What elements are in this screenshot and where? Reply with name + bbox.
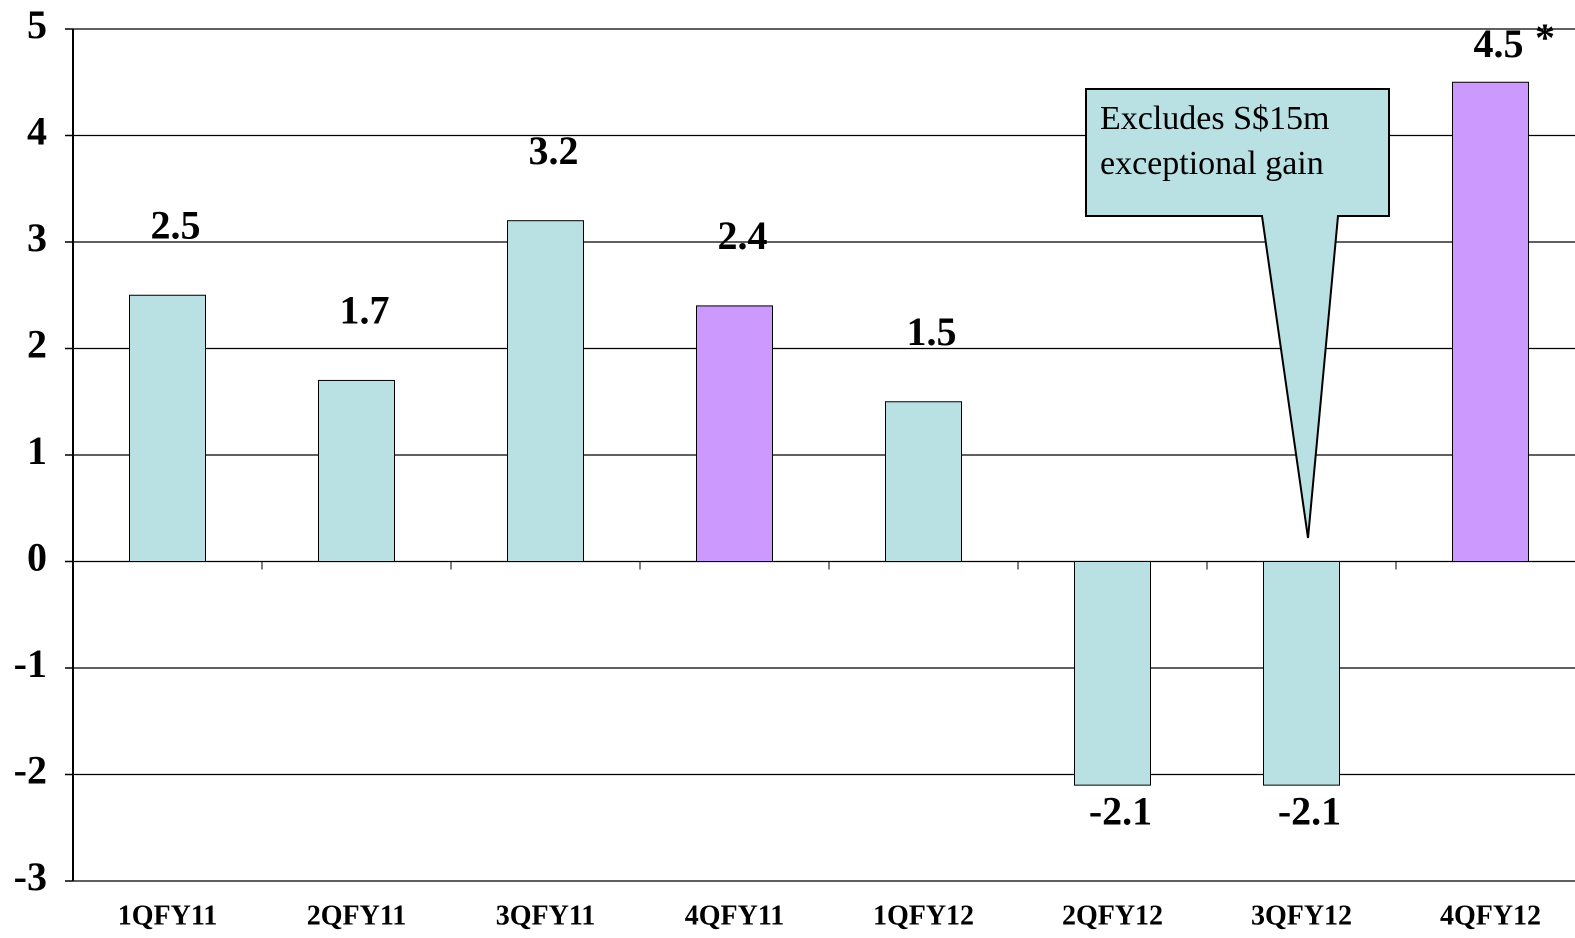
data-label: 3.2 (529, 128, 579, 173)
bar (1074, 561, 1151, 786)
y-tick-label: 4 (27, 109, 47, 154)
x-tick-label: 4QFY12 (1440, 900, 1541, 931)
callout-text: exceptional gain (1100, 145, 1324, 182)
x-tick-label: 2QFY11 (307, 900, 407, 931)
callout-box (1085, 88, 1390, 539)
y-tick-label: 5 (27, 2, 47, 47)
bar (507, 220, 584, 562)
data-label: 1.7 (340, 288, 390, 333)
x-tick-label: 1QFY11 (118, 900, 218, 931)
y-tick-label: 0 (27, 535, 47, 580)
data-label: 2.4 (718, 213, 768, 258)
data-label: 1.5 (907, 309, 957, 354)
bar (885, 401, 962, 562)
bar (1263, 561, 1340, 786)
y-tick-label: -1 (14, 641, 47, 686)
bar (1452, 81, 1529, 562)
data-label: -2.1 (1278, 788, 1341, 833)
data-label: 4.5 (1474, 21, 1524, 66)
bar (318, 379, 395, 563)
x-tick-label: 1QFY12 (873, 900, 974, 931)
y-tick-label: 2 (27, 322, 47, 367)
y-tick-label: -3 (14, 854, 47, 899)
bar (129, 294, 206, 562)
x-tick-label: 4QFY11 (685, 900, 785, 931)
data-label: -2.1 (1089, 788, 1152, 833)
bar (696, 305, 773, 562)
data-label: 2.5 (151, 202, 201, 247)
asterisk: * (1535, 15, 1555, 60)
callout-text: Excludes S$15m (1100, 100, 1329, 137)
y-tick-label: 1 (27, 428, 47, 473)
x-tick-label: 3QFY11 (496, 900, 596, 931)
y-tick-label: -2 (14, 748, 47, 793)
y-tick-label: 3 (27, 215, 47, 260)
x-tick-label: 2QFY12 (1062, 900, 1163, 931)
x-tick-label: 3QFY12 (1251, 900, 1352, 931)
